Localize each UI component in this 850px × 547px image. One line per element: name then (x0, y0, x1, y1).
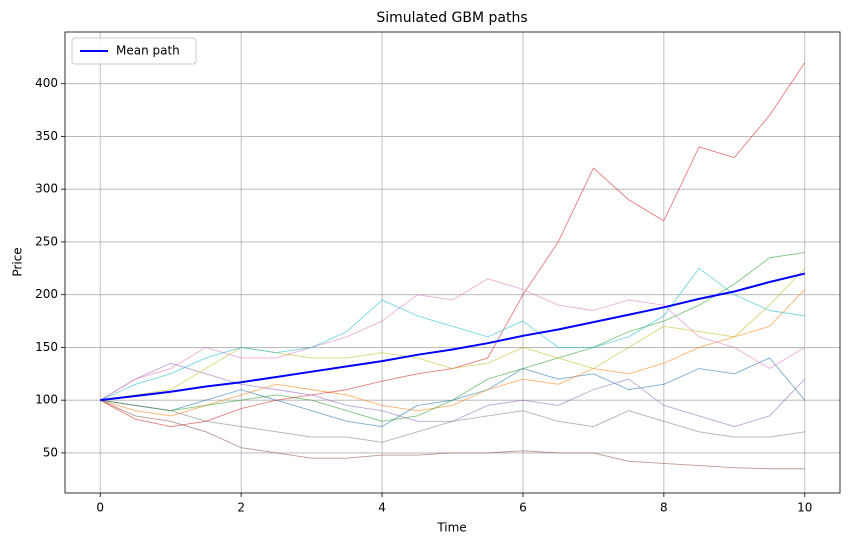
y-tick-label: 150 (35, 340, 58, 354)
legend-label: Mean path (116, 44, 180, 58)
x-tick-label: 6 (519, 501, 527, 515)
y-tick-label: 350 (35, 129, 58, 143)
chart-title: Simulated GBM paths (376, 10, 527, 26)
y-tick-label: 50 (43, 445, 58, 459)
path-line (100, 267, 806, 401)
x-axis-label: Time (436, 521, 466, 535)
y-tick-label: 100 (35, 393, 58, 407)
mean-line (100, 272, 806, 402)
y-tick-label: 300 (35, 182, 58, 196)
path-line (100, 399, 805, 443)
path-line (99, 278, 806, 401)
legend-box (71, 37, 197, 65)
y-tick-label: 400 (35, 76, 58, 90)
x-tick-label: 8 (660, 501, 668, 515)
path-line (100, 399, 805, 470)
path-line (100, 289, 806, 417)
y-axis-label: Price (11, 247, 25, 276)
x-tick-label: 2 (237, 501, 245, 515)
path-line (99, 362, 806, 427)
path-line (100, 62, 806, 427)
path-line (100, 252, 805, 422)
path-line (100, 267, 805, 401)
y-tick-label: 250 (35, 234, 58, 248)
y-tick-label: 200 (35, 287, 58, 301)
plot-frame (64, 31, 841, 494)
x-tick-label: 10 (797, 501, 812, 515)
legend: Mean path (71, 37, 197, 65)
x-tick-label: 4 (378, 501, 386, 515)
x-tick-label: 0 (96, 501, 104, 515)
